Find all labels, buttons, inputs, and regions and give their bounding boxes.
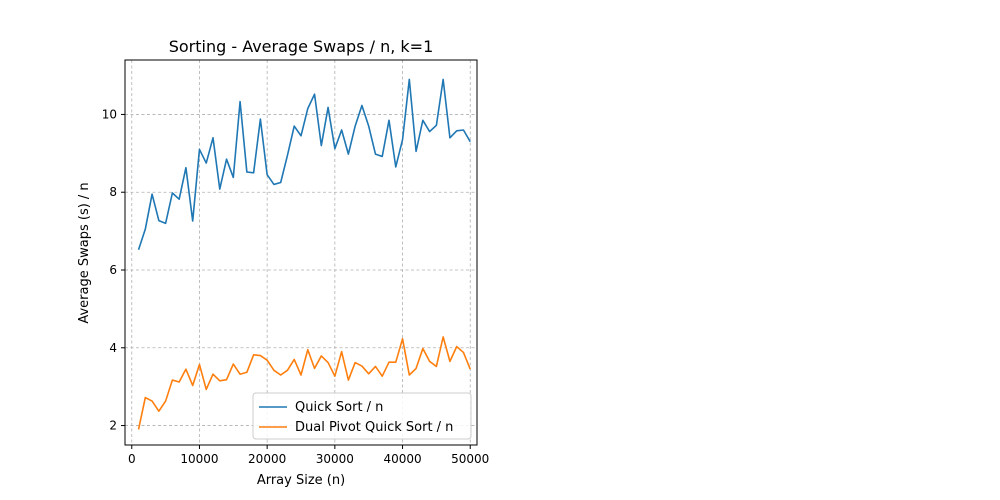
chart-title: Sorting - Average Swaps / n, k=1: [169, 37, 434, 56]
series-line-quick-sort: [137, 78, 471, 251]
series-lines: [137, 78, 471, 430]
axis-ticks: 0 10000 20000 30000 40000 50000 2 4 6 8 10: [102, 107, 490, 466]
y-tick-label: 6: [109, 263, 117, 277]
legend-entry-label: Dual Pivot Quick Sort / n: [295, 420, 453, 435]
x-tick-label: 50000: [451, 452, 489, 466]
legend-entry-label: Quick Sort / n: [295, 400, 383, 415]
legend: Quick Sort / n Dual Pivot Quick Sort / n: [252, 392, 472, 440]
legend-box: [252, 392, 472, 440]
x-axis-label: Array Size (n): [257, 473, 345, 488]
series-line-dual-pivot-quick-sort: [137, 336, 471, 430]
y-tick-label: 2: [109, 419, 117, 433]
y-axis-label: Average Swaps (s) / n: [77, 182, 92, 323]
x-tick-label: 20000: [248, 452, 286, 466]
grid: [125, 60, 477, 445]
x-tick-label: 40000: [383, 452, 421, 466]
y-tick-label: 8: [109, 185, 117, 199]
y-tick-label: 10: [102, 107, 117, 121]
x-tick-label: 0: [128, 452, 136, 466]
plot-frame: [124, 59, 478, 446]
y-tick-label: 4: [109, 341, 117, 355]
x-tick-label: 10000: [180, 452, 218, 466]
x-tick-label: 30000: [316, 452, 354, 466]
